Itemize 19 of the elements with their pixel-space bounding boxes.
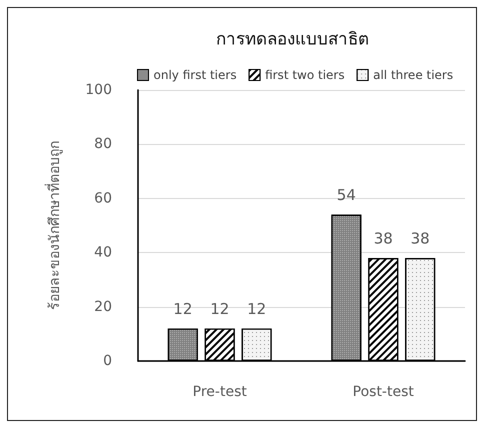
x-tick-label: Pre-test <box>192 384 248 400</box>
y-tick-label: 40 <box>94 244 112 261</box>
y-tick-label: 20 <box>94 298 112 315</box>
data-label: 54 <box>336 186 356 204</box>
legend-label: first two tiers <box>265 68 345 82</box>
y-tick-label: 80 <box>94 136 112 152</box>
y-tick-label: 100 <box>85 82 112 98</box>
chart-title: การทดลองแบบสาธิต <box>216 30 369 50</box>
data-label: 12 <box>173 300 192 318</box>
y-tick-label: 60 <box>94 190 112 206</box>
data-label: 38 <box>410 230 430 248</box>
data-label: 12 <box>247 300 266 318</box>
data-label: 12 <box>210 300 230 318</box>
legend-label: all three tiers <box>373 68 454 82</box>
x-tick-label: Post-test <box>352 384 414 400</box>
legend-label: only first tiers <box>154 68 237 82</box>
y-axis-title: ร้อยละของนักศึกษาที่ตอบถูก <box>45 141 63 310</box>
y-tick-label: 0 <box>103 353 112 369</box>
data-label: 38 <box>374 230 393 248</box>
